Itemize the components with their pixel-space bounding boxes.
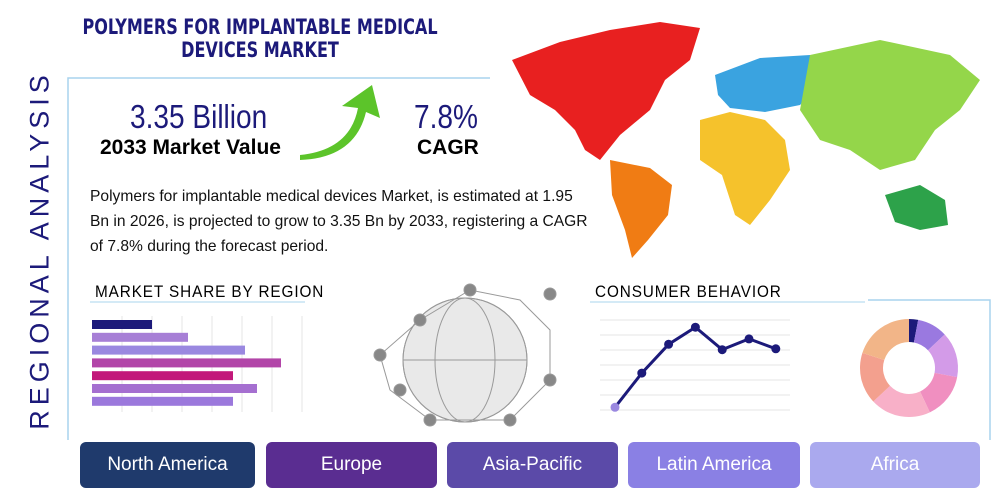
- line-grid: [600, 319, 790, 411]
- line-point: [664, 339, 674, 349]
- section-title: CONSUMER BEHAVIOR: [595, 282, 782, 301]
- bar: [92, 320, 152, 329]
- frame: [67, 77, 490, 440]
- market-value: 3.35 Billion: [130, 98, 268, 135]
- donut-segment: [909, 319, 919, 343]
- description: Polymers for implantable medical devices…: [90, 188, 588, 255]
- section-title: MARKET SHARE BY REGION: [95, 282, 325, 301]
- bar: [92, 358, 281, 368]
- line-point: [744, 334, 754, 344]
- frame: [868, 299, 991, 440]
- world-map: [512, 22, 980, 258]
- market-value-label: 2033 Market Value: [100, 136, 281, 159]
- line-point: [717, 345, 727, 355]
- donut-segment: [927, 334, 958, 378]
- donut-segment: [873, 385, 930, 417]
- title: POLYMERS FOR IMPLANTABLE MEDICAL DEVICES…: [82, 15, 438, 62]
- side-label: REGIONAL ANALYSIS: [24, 70, 55, 430]
- region-button[interactable]: Africa: [810, 442, 980, 488]
- line-point: [771, 344, 781, 354]
- bar: [92, 345, 245, 355]
- region-button[interactable]: North America: [80, 442, 255, 488]
- region-button[interactable]: Latin America: [628, 442, 800, 488]
- donut-segment: [913, 319, 945, 351]
- line-point: [690, 322, 700, 332]
- bar: [92, 371, 233, 381]
- donut-segment: [920, 372, 958, 413]
- bar: [92, 384, 257, 393]
- region-button[interactable]: Europe: [266, 442, 437, 488]
- bar: [92, 332, 188, 342]
- line-point: [610, 402, 620, 412]
- line-point: [637, 368, 647, 378]
- bar: [92, 396, 233, 406]
- globe-network: [373, 283, 557, 427]
- region-button[interactable]: Asia-Pacific: [447, 442, 618, 488]
- growth-arrow: [300, 85, 380, 160]
- donut-segment: [862, 319, 909, 360]
- cagr: 7.8%: [414, 98, 478, 135]
- cagr-label: CAGR: [417, 136, 479, 159]
- donut-segment: [860, 352, 891, 402]
